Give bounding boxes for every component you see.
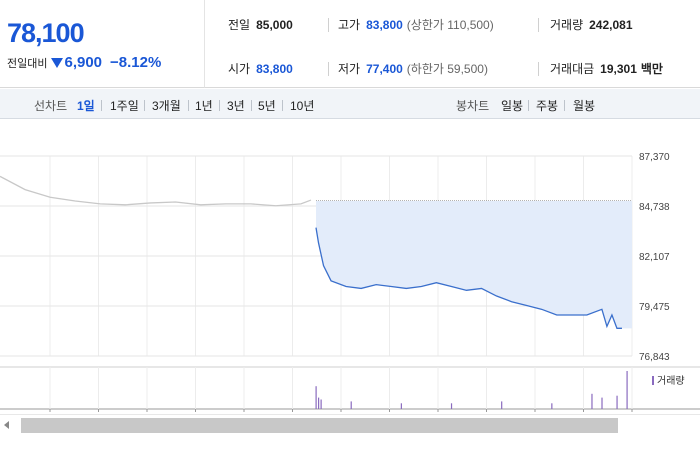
volume-bar: [320, 399, 322, 409]
period-5y[interactable]: 5년: [258, 99, 276, 113]
horizontal-scrollbar[interactable]: [0, 414, 700, 436]
line-chart-label: 선차트: [34, 99, 68, 113]
current-price-box: 78,100 전일대비 6,900 −8.12%: [0, 0, 205, 88]
open-value: 83,800: [256, 62, 293, 76]
amount-unit: 백만: [640, 62, 663, 76]
lower-limit: (하한가 59,500): [406, 62, 488, 76]
divider: [328, 18, 329, 32]
period-3y[interactable]: 3년: [227, 99, 245, 113]
amount-label: 거래대금: [550, 62, 595, 76]
volume-bar: [450, 403, 453, 409]
prev-close-value: 85,000: [256, 18, 293, 32]
volume-bar: [315, 386, 317, 409]
y-tick-label: 76,843: [639, 352, 670, 363]
volume-bar: [591, 393, 593, 409]
change-label: 전일대비: [7, 58, 48, 70]
volume-bar: [551, 403, 553, 409]
trade-amount: 거래대금 19,301 백만: [550, 60, 663, 77]
volume-value: 242,081: [589, 18, 633, 32]
candle-weekly[interactable]: 주봉: [536, 99, 559, 113]
volume-legend-label: 거래량: [657, 376, 685, 387]
upper-limit: (상한가 110,500): [406, 18, 494, 32]
change-value: 6,900: [64, 54, 103, 71]
volume-legend-swatch: [652, 376, 654, 385]
high-value: 83,800: [366, 18, 403, 32]
divider: [538, 62, 539, 76]
divider: [251, 100, 252, 111]
y-tick-label: 87,370: [639, 152, 670, 163]
previous-day-price-line: [0, 175, 312, 207]
scroll-thumb[interactable]: [21, 418, 618, 433]
candle-monthly[interactable]: 월봉: [573, 99, 596, 113]
current-price: 78,100: [7, 18, 85, 48]
period-10y[interactable]: 10년: [290, 99, 315, 113]
price-change-row: 전일대비 6,900 −8.12%: [7, 54, 161, 72]
price-chart: 87,370 84,738 82,107 79,475 76,843: [0, 152, 700, 412]
low-value: 77,400: [366, 62, 403, 76]
chart-period-bar: 선차트 1일 1주일 3개월 1년 3년 5년 10년 봉차트 일봉 주봉 월봉: [0, 89, 700, 119]
amount-value: 19,301: [600, 62, 637, 76]
open-label: 시가: [228, 62, 251, 76]
high-price: 고가 83,800 (상한가 110,500): [338, 16, 494, 33]
period-1w[interactable]: 1주일: [110, 99, 139, 113]
volume-bar: [601, 397, 603, 409]
scroll-left-arrow-icon[interactable]: [4, 421, 9, 429]
volume-bar: [501, 401, 503, 409]
divider: [282, 100, 283, 111]
y-tick-label: 82,107: [639, 252, 670, 263]
volume-bar: [616, 395, 618, 409]
y-tick-label: 84,738: [639, 202, 670, 213]
divider: [219, 100, 220, 111]
divider: [564, 100, 565, 111]
volume-label: 거래량: [550, 18, 584, 32]
volume-legend: 거래량: [652, 372, 685, 387]
volume: 거래량 242,081: [550, 16, 633, 33]
change-rate: −8.12%: [110, 54, 162, 71]
divider: [188, 100, 189, 111]
high-label: 고가: [338, 18, 361, 32]
divider: [101, 100, 102, 111]
low-label: 저가: [338, 62, 361, 76]
candle-daily[interactable]: 일봉: [501, 99, 524, 113]
volume-bar: [400, 403, 402, 409]
prev-close-label: 전일: [228, 18, 251, 32]
divider: [538, 18, 539, 32]
candle-chart-label: 봉차트: [456, 99, 490, 113]
down-arrow-icon: [51, 58, 64, 68]
volume-bar: [318, 397, 320, 409]
y-tick-label: 79,475: [639, 302, 670, 313]
volume-bar: [350, 401, 352, 409]
today-area-fill: [316, 201, 632, 329]
divider: [528, 100, 529, 111]
low-price: 저가 77,400 (하한가 59,500): [338, 60, 488, 77]
divider: [144, 100, 145, 111]
price-summary: 전일 85,000 고가 83,800 (상한가 110,500) 거래량 242,08…: [205, 0, 700, 88]
volume-bar: [626, 371, 628, 409]
period-1y[interactable]: 1년: [195, 99, 213, 113]
divider: [328, 62, 329, 76]
open-price: 시가 83,800: [228, 60, 293, 77]
period-1d[interactable]: 1일: [77, 99, 95, 113]
period-3m[interactable]: 3개월: [152, 99, 181, 113]
today-price-line: [315, 227, 622, 329]
prev-close: 전일 85,000: [228, 16, 293, 33]
